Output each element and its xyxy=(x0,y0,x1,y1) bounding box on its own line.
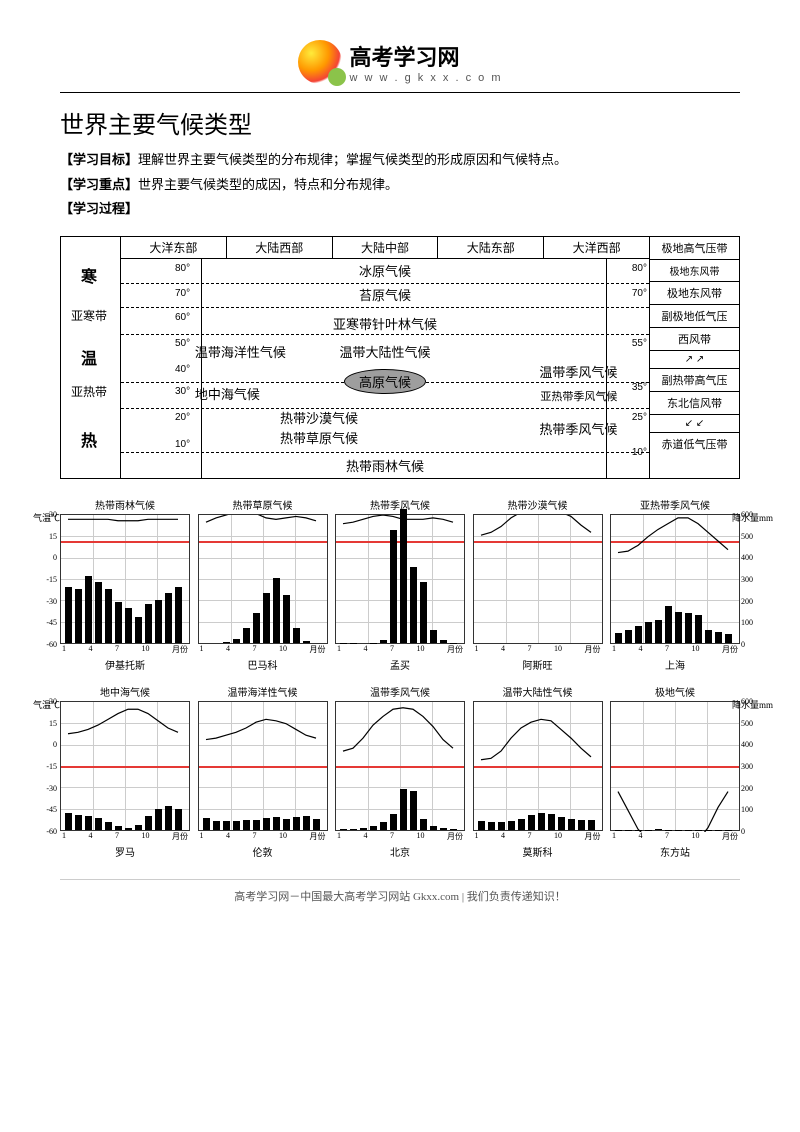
chart-1: 热带草原气候14710月份巴马科 xyxy=(198,497,328,672)
brand-url: w w w . g k x x . c o m xyxy=(350,72,503,84)
chart-2: 热带季风气候14710月份孟买 xyxy=(335,497,465,672)
wind-6: 赤道低气压带 xyxy=(650,433,739,455)
chart-title: 温带季风气候 xyxy=(335,684,465,699)
chart-city: 罗马 xyxy=(60,844,190,859)
trop-monsoon: 热带季风气候 xyxy=(470,419,618,438)
page-header: 高考学习网 w w w . g k x x . c o m xyxy=(60,40,740,84)
chart-9: 极地气候降水量mm600500400300200100014710月份东方站 xyxy=(610,684,740,859)
charts-section: 热带雨林气候气温℃30150-15-30-45-6014710月份伊基托斯热带草… xyxy=(60,497,740,859)
med: 地中海气候 xyxy=(195,384,322,403)
chart-0: 热带雨林气候气温℃30150-15-30-45-6014710月份伊基托斯 xyxy=(60,497,190,672)
logo-icon xyxy=(298,40,342,84)
page-footer: 高考学习网－中国最大高考学习网站 Gkxx.com | 我们负责传递知识！ xyxy=(60,879,740,904)
chart-city: 巴马科 xyxy=(198,657,328,672)
col-h-3: 大陆东部 xyxy=(438,237,544,259)
chart-city: 莫斯科 xyxy=(473,844,603,859)
plateau: 高原气候 xyxy=(344,369,426,394)
chart-city: 伊基托斯 xyxy=(60,657,190,672)
chart-title: 地中海气候 xyxy=(60,684,190,699)
wind-5: 东北信风带 xyxy=(650,392,739,415)
chart-city: 阿斯旺 xyxy=(473,657,603,672)
wind-1: 极地东风带 xyxy=(650,260,739,282)
col-h-1: 大陆西部 xyxy=(226,237,332,259)
marine: 温带海洋性气候 xyxy=(195,342,322,361)
chart-title: 温带大陆性气候 xyxy=(473,684,603,699)
focus-label: 【学习重点】 xyxy=(60,177,138,192)
chart-8: 温带大陆性气候14710月份莫斯科 xyxy=(473,684,603,859)
chart-4: 亚热带季风气候降水量mm600500400300200100014710月份上海 xyxy=(610,497,740,672)
wind-3: 西风带 xyxy=(650,328,739,351)
chart-city: 孟买 xyxy=(335,657,465,672)
chart-city: 东方站 xyxy=(610,844,740,859)
chart-city: 上海 xyxy=(610,657,740,672)
col-h-4: 大洋西部 xyxy=(544,237,650,259)
desert: 热带沙漠气候 xyxy=(227,408,412,427)
climate-diagram: 大洋东部 大陆西部 大陆中部 大陆东部 大洋西部 极地高气压带 极地东风带 极地… xyxy=(60,236,740,479)
chart-title: 温带海洋性气候 xyxy=(198,684,328,699)
chart-city: 伦敦 xyxy=(198,844,328,859)
chart-7: 温带季风气候14710月份北京 xyxy=(335,684,465,859)
chart-6: 温带海洋性气候14710月份伦敦 xyxy=(198,684,328,859)
goal-text: 理解世界主要气候类型的分布规律；掌握气候类型的形成原因和气候特点。 xyxy=(138,152,567,167)
chart-title: 极地气候 xyxy=(610,684,740,699)
chart-title: 热带草原气候 xyxy=(198,497,328,512)
header-divider xyxy=(60,92,740,93)
chart-title: 热带沙漠气候 xyxy=(473,497,603,512)
brand-name: 高考学习网 xyxy=(350,40,503,72)
goal-label: 【学习目标】 xyxy=(60,152,138,167)
wind-2: 副极地低气压 xyxy=(650,305,739,328)
page-title: 世界主要气候类型 xyxy=(60,105,740,140)
savanna: 热带草原气候 xyxy=(227,428,412,447)
col-h-0: 大洋东部 xyxy=(121,237,227,259)
focus-text: 世界主要气候类型的成因，特点和分布规律。 xyxy=(138,177,398,192)
col-h-2: 大陆中部 xyxy=(332,237,438,259)
wind-0: 极地高气压带 xyxy=(650,237,739,260)
intro-section: 【学习目标】理解世界主要气候类型的分布规律；掌握气候类型的形成原因和气候特点。 … xyxy=(60,148,740,222)
chart-title: 热带雨林气候 xyxy=(60,497,190,512)
chart-city: 北京 xyxy=(335,844,465,859)
process-label: 【学习过程】 xyxy=(60,201,138,216)
chart-3: 热带沙漠气候14710月份阿斯旺 xyxy=(473,497,603,672)
continental: 温带大陆性气候 xyxy=(322,342,449,361)
wind-1b: 极地东风带 xyxy=(650,282,739,305)
chart-5: 地中海气候气温℃30150-15-30-45-6014710月份罗马 xyxy=(60,684,190,859)
wind-4: 副热带高气压 xyxy=(650,369,739,392)
chart-title: 亚热带季风气候 xyxy=(610,497,740,512)
subtrop: 亚热带季风气候 xyxy=(459,388,617,404)
